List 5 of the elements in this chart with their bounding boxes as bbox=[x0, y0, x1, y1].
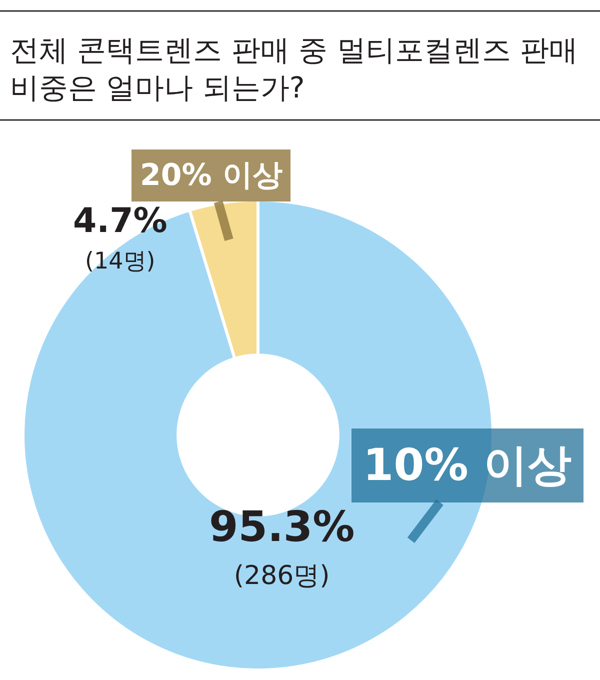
slice-label: 20% 이상 bbox=[140, 158, 282, 193]
data-label: 95.3% (286명) bbox=[209, 502, 355, 591]
slice-label: 10% 이상 bbox=[363, 440, 572, 491]
data-label: 4.7% (14명) bbox=[73, 201, 168, 274]
chart-title: 전체 콘택트렌즈 판매 중 멀티포컬렌즈 판매 비중은 얼마나 되는가? bbox=[10, 33, 578, 105]
